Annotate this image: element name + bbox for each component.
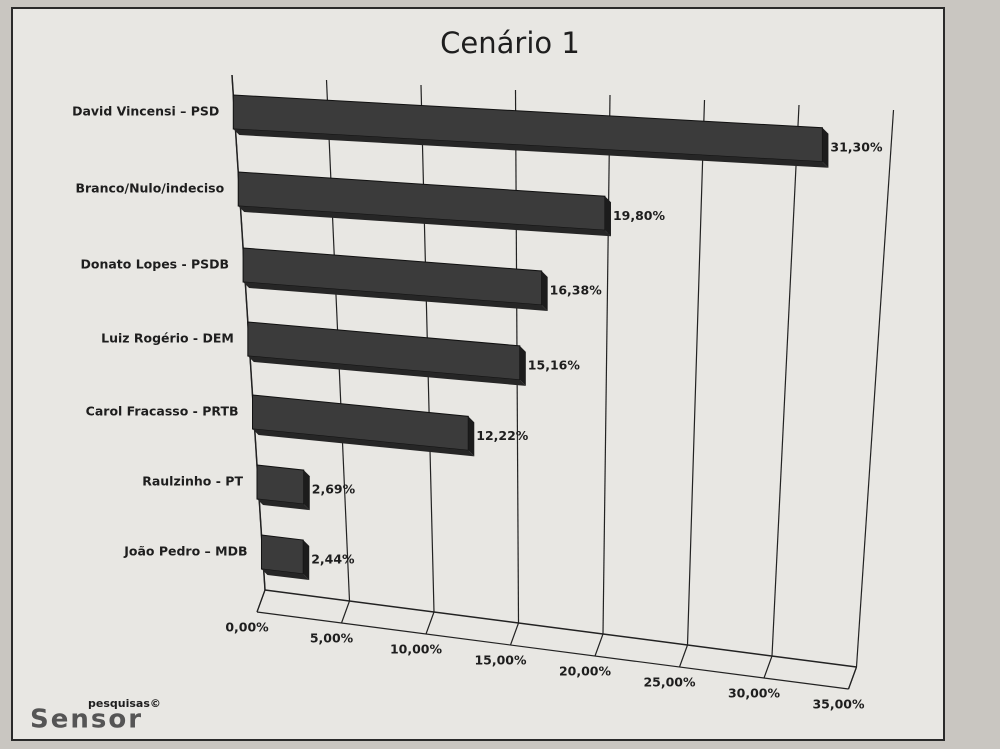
x-tick-label: 30,00% [728, 686, 781, 701]
tick-mark [594, 633, 604, 657]
chart-title: Cenário 1 [440, 26, 580, 60]
axis-line [264, 589, 857, 668]
bar-side [303, 470, 310, 511]
tick-mark [678, 644, 689, 668]
logo-small: pesquisas© [88, 697, 161, 710]
logo-brand: Sensor [30, 705, 143, 735]
plot: 0,00% 5,00% 10,00% 15,00% 20,00% 25,00% 30,00%… [72, 74, 895, 712]
bar-bottom [261, 569, 310, 581]
value-label: 19,80% [613, 208, 666, 223]
grid-line [771, 104, 800, 657]
bar-bottom [238, 206, 611, 237]
value-label: 2,69% [312, 482, 356, 497]
bar-bottom [243, 282, 548, 311]
category-label: Branco/Nulo/indeciso [75, 181, 224, 196]
category-label: Carol Fracasso - PRTB [86, 404, 239, 419]
axis-line [256, 611, 849, 690]
x-tick-label: 0,00% [225, 620, 269, 635]
x-tick-label: 10,00% [390, 642, 443, 657]
bar-side [604, 196, 611, 237]
bar [256, 464, 305, 505]
bar-side [519, 345, 526, 386]
x-tick-label: 35,00% [812, 697, 865, 712]
category-label: João Pedro – MDB [123, 544, 247, 559]
category-label: Donato Lopes - PSDB [80, 257, 229, 272]
bar-bottom [252, 429, 475, 457]
value-label: 15,16% [528, 357, 581, 372]
bar-side [468, 416, 475, 457]
tick-mark [256, 589, 266, 613]
tick-mark [425, 611, 435, 635]
tick-mark [763, 655, 773, 679]
category-label: Luiz Rogério - DEM [101, 331, 234, 346]
bar-bottom [256, 499, 310, 511]
value-label: 2,44% [311, 552, 355, 567]
x-tick-label: 20,00% [559, 664, 612, 679]
grid-line [855, 109, 895, 668]
bar [260, 534, 304, 575]
grid-line [602, 94, 611, 635]
grid-line [686, 99, 706, 646]
tick-mark [847, 666, 858, 690]
value-label: 16,38% [550, 282, 603, 297]
category-label: Raulzinho - PT [142, 474, 243, 489]
x-tick-label: 25,00% [643, 675, 696, 690]
value-label: 12,22% [476, 428, 529, 443]
category-label: David Vincensi – PSD [72, 104, 219, 119]
bar-side [303, 540, 310, 581]
bar-bottom [247, 356, 526, 386]
bar-side [822, 127, 829, 168]
x-tick-label: 15,00% [474, 653, 527, 668]
tick-mark [340, 600, 351, 624]
bar-bottom [233, 129, 829, 168]
value-label: 31,30% [830, 139, 883, 154]
tick-mark [509, 622, 520, 646]
x-tick-label: 5,00% [310, 631, 354, 646]
bar-side [541, 270, 548, 311]
